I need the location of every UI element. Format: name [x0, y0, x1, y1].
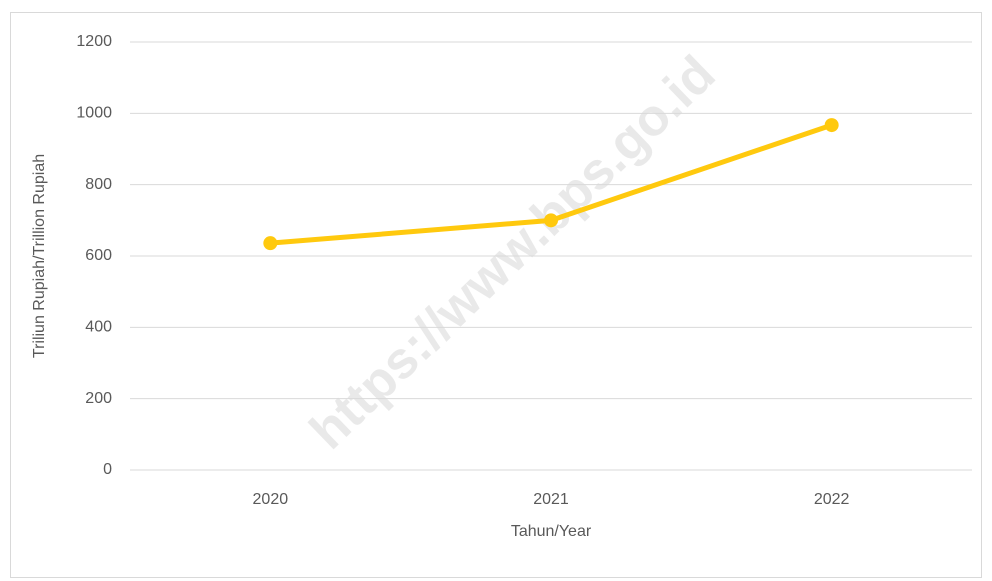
y-tick-label: 200 [85, 390, 112, 407]
data-point [263, 236, 278, 251]
y-tick-label: 1200 [76, 33, 112, 50]
chart-border [10, 12, 982, 578]
y-tick-label: 600 [85, 247, 112, 264]
data-point [544, 213, 558, 228]
y-axis-label: Triliun Rupiah/Trillion Rupiah [31, 154, 48, 358]
y-tick-label: 0 [103, 461, 112, 478]
y-tick-label: 800 [85, 176, 112, 193]
data-point [824, 118, 839, 133]
y-tick-label: 1000 [76, 105, 112, 122]
x-tick-label: 2022 [814, 491, 850, 508]
y-tick-label: 400 [85, 319, 112, 336]
x-tick-label: 2020 [253, 491, 289, 508]
x-tick-label: 2021 [533, 491, 569, 508]
x-axis-label: Tahun/Year [511, 523, 592, 540]
